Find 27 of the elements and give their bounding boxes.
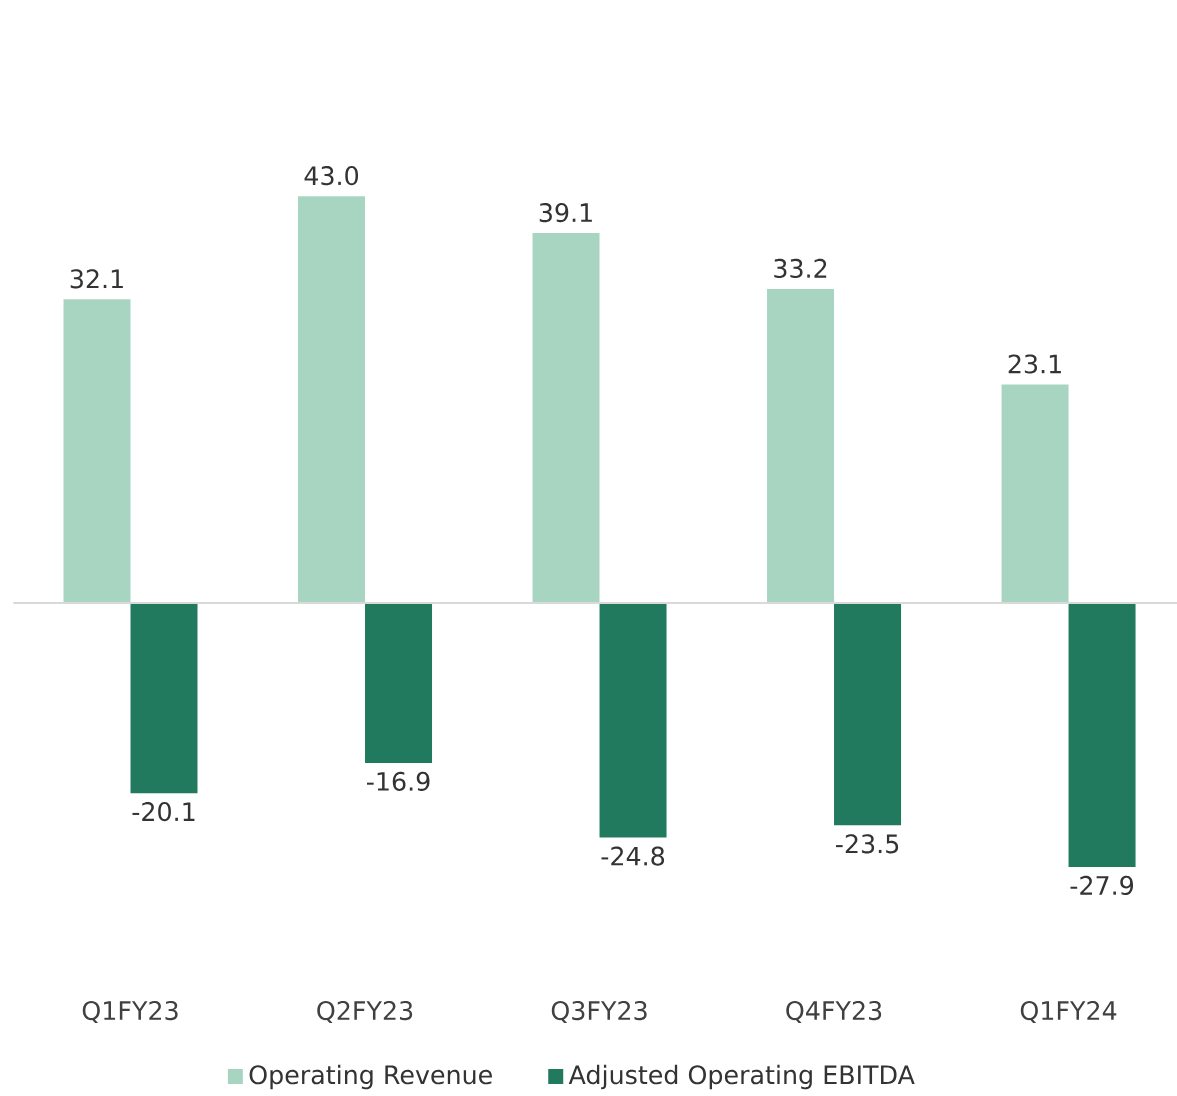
x-tick-label: Q3FY23 [551,1000,647,1024]
bar [298,196,366,603]
bar [834,603,902,826]
data-label: -23.5 [836,834,899,854]
x-tick-label: Q4FY23 [786,1000,882,1024]
bar [365,603,433,763]
x-tick-label: Q1FY24 [1020,1000,1117,1024]
legend-label: Adjusted Operating EBITDA [568,1064,915,1090]
x-tick-label: Q2FY23 [317,1000,413,1024]
data-label: 43.0 [304,166,359,186]
bar [1068,603,1136,867]
x-tick-label: Q1FY23 [82,1000,178,1024]
data-label: -24.8 [601,846,665,866]
data-label: 23.1 [1008,354,1061,374]
bar [532,233,600,603]
bar [599,603,667,838]
data-label: -16.9 [366,771,430,791]
bar [1001,384,1069,603]
legend-label: Operating Revenue [249,1064,492,1090]
bar [130,603,198,794]
data-label: 32.1 [70,269,123,289]
data-label: -27.9 [1070,875,1134,896]
bar [767,288,835,603]
data-label: -20.1 [132,802,195,822]
data-label: 33.2 [774,258,827,278]
data-label: 39.1 [539,203,592,223]
bar [63,299,131,603]
